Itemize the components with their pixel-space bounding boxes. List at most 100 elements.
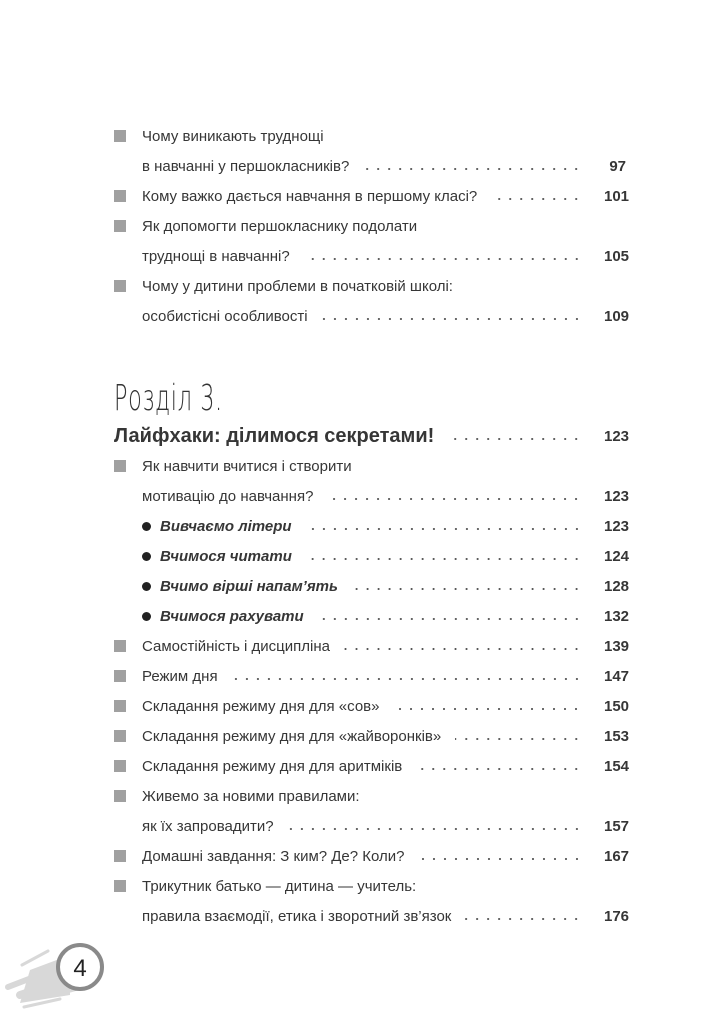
- chapter-heading: Розділ 3.: [114, 378, 223, 419]
- entry-page: 150: [604, 697, 630, 715]
- toc-entry: труднощі в навчанні? 105: [114, 241, 630, 271]
- square-bullet-icon: [114, 640, 126, 652]
- dot-leader: [351, 587, 582, 591]
- entry-page: 105: [604, 247, 630, 265]
- toc-entry: Самостійність і дисципліна 139: [114, 631, 630, 661]
- dot-leader: [393, 707, 582, 711]
- square-bullet-icon: [114, 670, 126, 682]
- entry-title: Як допомогти першокласнику подолати: [142, 217, 418, 235]
- dot-bullet-icon: [142, 551, 151, 561]
- dot-leader: [231, 677, 582, 681]
- entry-title: в навчанні у першокласників?: [142, 157, 350, 175]
- square-bullet-icon: [114, 280, 126, 292]
- toc-entry: як їх запровадити? 157: [114, 811, 630, 841]
- entry-title: Вчимося читати: [160, 547, 292, 565]
- entry-page: 154: [604, 757, 630, 775]
- dot-bullet-icon: [142, 581, 151, 591]
- toc-entry: Кому важко дається навчання в першому кл…: [114, 181, 630, 211]
- toc-entry: Вивчаємо літери 123: [114, 511, 630, 541]
- entry-title: Вчимо вірші напам’ять: [160, 577, 338, 595]
- entry-page: 139: [604, 637, 630, 655]
- square-bullet-icon: [114, 220, 126, 232]
- square-bullet-icon: [114, 880, 126, 892]
- square-bullet-icon: [114, 190, 126, 202]
- dot-leader: [303, 257, 582, 261]
- entry-page: 123: [604, 517, 630, 535]
- toc-entry: Складання режиму дня для аритміків 154: [114, 751, 630, 781]
- toc-entry: Складання режиму дня для «сов» 150: [114, 691, 630, 721]
- dot-leader: [321, 317, 582, 321]
- dot-leader: [416, 767, 582, 771]
- entry-page: 123: [604, 487, 630, 505]
- toc-entry: мотивацію до навчання? 123: [114, 481, 630, 511]
- entry-title: Режим дня: [142, 667, 218, 685]
- dot-leader: [491, 197, 582, 201]
- dot-leader: [363, 167, 582, 171]
- entry-title: Складання режиму дня для аритміків: [142, 757, 403, 775]
- entry-title: особистісні особливості: [142, 307, 308, 325]
- dot-leader: [305, 557, 582, 561]
- dot-leader: [343, 647, 582, 651]
- entry-page: 97: [609, 157, 626, 175]
- page-number-badge: 4: [5, 943, 104, 1009]
- entry-title: Живемо за новими правилами:: [142, 787, 360, 805]
- entry-title: Складання режиму дня для «сов»: [142, 697, 380, 715]
- entry-page: 176: [604, 907, 630, 925]
- square-bullet-icon: [114, 790, 126, 802]
- toc-entry: в навчанні у першокласників? 97: [114, 151, 626, 181]
- entry-page: 167: [604, 847, 630, 865]
- toc-entry: Режим дня 147: [114, 661, 629, 691]
- entry-title: мотивацію до навчання?: [142, 487, 314, 505]
- toc-entry: Вчимося читати 124: [114, 541, 630, 571]
- toc-section-chapter-3: Лайфхаки: ділимося секретами! 123 Як навчи…: [114, 421, 630, 931]
- square-bullet-icon: [114, 460, 126, 472]
- dot-leader: [327, 497, 582, 501]
- toc-entry: Як навчити вчитися і створити: [114, 451, 626, 481]
- toc-section-top: Чому виникають труднощі в навчанні у перш…: [114, 121, 630, 331]
- entry-page: 124: [604, 547, 630, 565]
- toc-entry: Складання режиму дня для «жайворонків» 15…: [114, 721, 630, 751]
- entry-page: 157: [604, 817, 630, 835]
- square-bullet-icon: [114, 700, 126, 712]
- toc-entry: Чому виникають труднощі: [114, 121, 626, 151]
- square-bullet-icon: [114, 850, 126, 862]
- entry-title: Самостійність і дисципліна: [142, 637, 330, 655]
- entry-title: як їх запровадити?: [142, 817, 274, 835]
- entry-title: Як навчити вчитися і створити: [142, 457, 352, 475]
- entry-title: Вивчаємо літери: [160, 517, 292, 535]
- dot-leader: [317, 617, 582, 621]
- page-number: 4: [73, 955, 86, 982]
- toc-entry: Чому у дитини проблеми в початковій школ…: [114, 271, 626, 301]
- entry-title: Лайфхаки: ділимося секретами!: [114, 424, 435, 447]
- entry-page: 123: [604, 427, 630, 445]
- toc-entry: особистісні особливості 109: [114, 301, 630, 331]
- dot-leader: [287, 827, 582, 831]
- square-bullet-icon: [114, 730, 126, 742]
- entry-title: Трикутник батько — дитина — учитель:: [142, 877, 417, 895]
- entry-page: 101: [604, 187, 630, 205]
- dot-bullet-icon: [142, 611, 151, 621]
- entry-title: Кому важко дається навчання в першому кл…: [142, 187, 478, 205]
- dot-leader: [448, 437, 582, 441]
- entry-title: правила взаємодії, етика і зворотний зв’…: [142, 907, 452, 925]
- entry-title: труднощі в навчанні?: [142, 247, 290, 265]
- toc-entry: Вчимося рахувати 132: [114, 601, 630, 631]
- toc-entry: Вчимо вірші напам’ять 128: [114, 571, 630, 601]
- speed-streaks-icon: [5, 949, 90, 1009]
- toc-entry: правила взаємодії, етика і зворотний зв’…: [114, 901, 630, 931]
- entry-title: Домашні завдання: З ким? Де? Коли?: [142, 847, 405, 865]
- toc-entry: Трикутник батько — дитина — учитель:: [114, 871, 626, 901]
- toc-entry: Лайфхаки: ділимося секретами! 123: [114, 421, 630, 451]
- toc-entry: Живемо за новими правилами:: [114, 781, 626, 811]
- entry-page: 128: [604, 577, 630, 595]
- dot-leader: [455, 737, 582, 741]
- entry-page: 109: [604, 307, 630, 325]
- entry-title: Складання режиму дня для «жайворонків»: [142, 727, 442, 745]
- entry-page: 132: [604, 607, 630, 625]
- dot-leader: [305, 527, 582, 531]
- toc-entry: Як допомогти першокласнику подолати: [114, 211, 626, 241]
- toc-entry: Домашні завдання: З ким? Де? Коли? 167: [114, 841, 630, 871]
- square-bullet-icon: [114, 760, 126, 772]
- entry-page: 153: [604, 727, 630, 745]
- dot-leader: [418, 857, 582, 861]
